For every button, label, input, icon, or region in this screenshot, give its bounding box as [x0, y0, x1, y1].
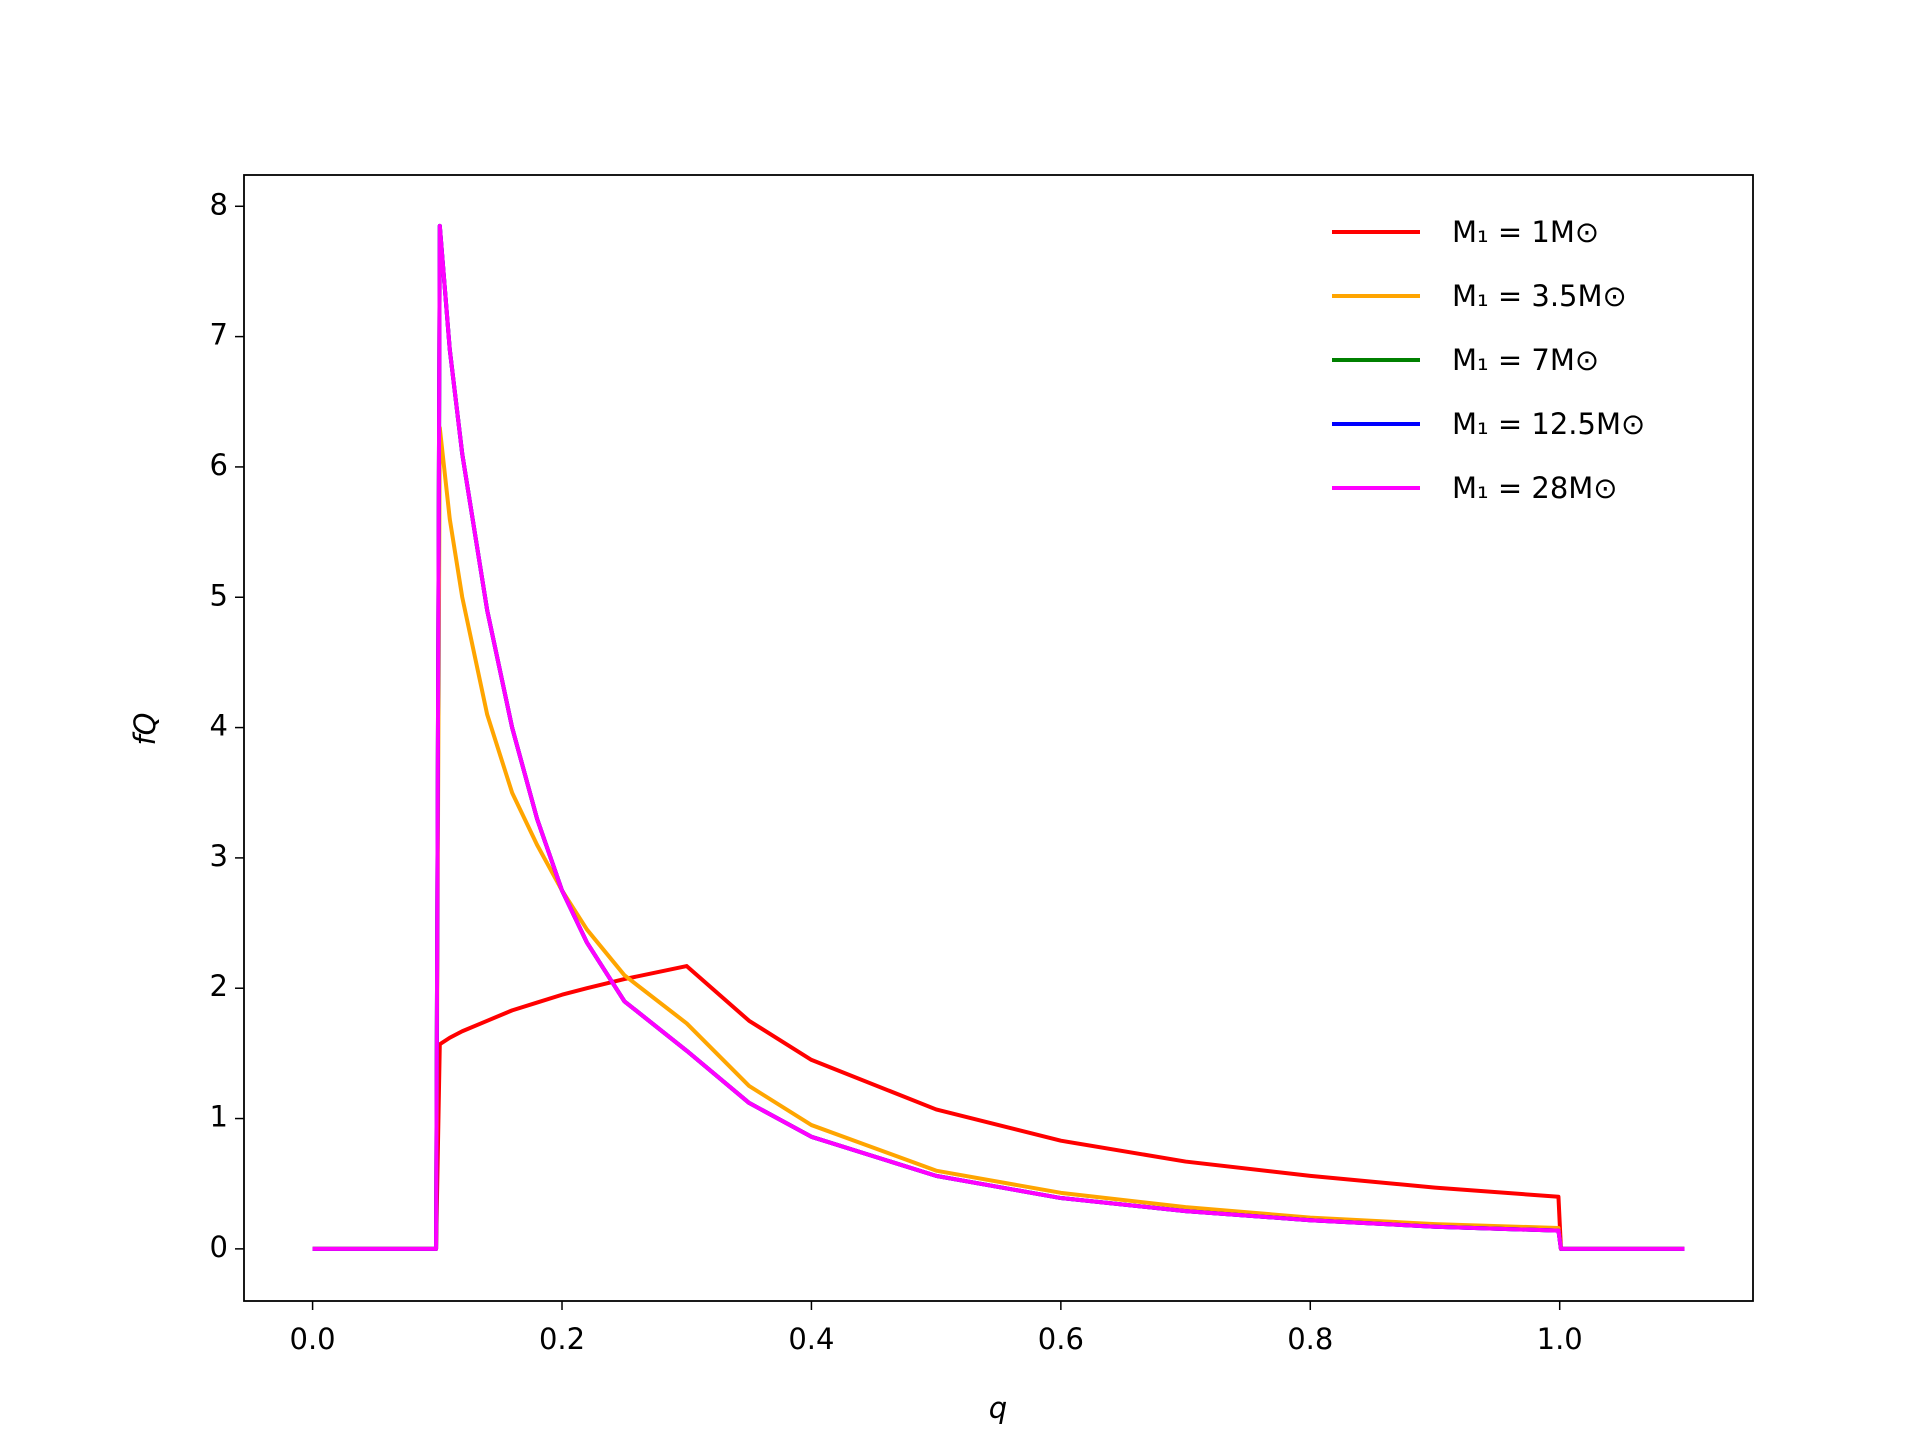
data-line	[312, 223, 1685, 1251]
legend-label: M₁ = 1M⊙	[1452, 215, 1599, 249]
legend-label: M₁ = 7M⊙	[1452, 343, 1599, 377]
data-line	[312, 425, 1685, 1251]
y-tick-label: 8	[210, 187, 228, 221]
y-tick-label: 3	[210, 839, 228, 873]
y-tick-label: 0	[210, 1230, 228, 1264]
legend-label: M₁ = 28M⊙	[1452, 471, 1618, 505]
legend-label: M₁ = 12.5M⊙	[1452, 407, 1645, 441]
y-tick-label: 7	[210, 318, 228, 352]
x-tick-label: 0.8	[1287, 1322, 1333, 1356]
x-axis-label: q	[989, 1391, 1007, 1425]
x-tick-label: 0.2	[539, 1322, 585, 1356]
data-line	[312, 223, 1685, 1251]
y-tick-label: 5	[210, 578, 228, 612]
x-tick-label: 0.6	[1038, 1322, 1084, 1356]
data-line	[312, 223, 1685, 1251]
y-tick-label: 6	[210, 448, 228, 482]
y-axis-label: fQ	[128, 712, 162, 745]
y-tick-label: 4	[210, 709, 228, 743]
x-tick-label: 0.0	[290, 1322, 336, 1356]
x-tick-label: 1.0	[1537, 1322, 1583, 1356]
y-tick-label: 1	[210, 1100, 228, 1134]
plot-frame	[243, 174, 1754, 1302]
data-line	[312, 964, 1685, 1251]
y-tick-label: 2	[210, 969, 228, 1003]
x-tick-label: 0.4	[788, 1322, 834, 1356]
legend-label: M₁ = 3.5M⊙	[1452, 279, 1627, 313]
